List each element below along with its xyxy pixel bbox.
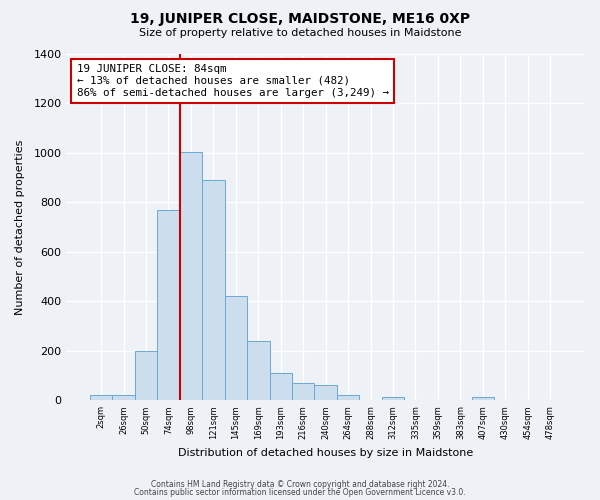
Bar xyxy=(337,396,359,400)
Bar xyxy=(180,152,202,400)
Text: 19 JUNIPER CLOSE: 84sqm
← 13% of detached houses are smaller (482)
86% of semi-d: 19 JUNIPER CLOSE: 84sqm ← 13% of detache… xyxy=(77,64,389,98)
Y-axis label: Number of detached properties: Number of detached properties xyxy=(15,140,25,315)
Text: Contains HM Land Registry data © Crown copyright and database right 2024.: Contains HM Land Registry data © Crown c… xyxy=(151,480,449,489)
Bar xyxy=(472,396,494,400)
Bar xyxy=(135,351,157,401)
Bar xyxy=(247,341,269,400)
Bar xyxy=(292,383,314,400)
Bar xyxy=(382,396,404,400)
Bar xyxy=(202,180,224,400)
Bar xyxy=(269,373,292,400)
Text: Size of property relative to detached houses in Maidstone: Size of property relative to detached ho… xyxy=(139,28,461,38)
Bar xyxy=(314,386,337,400)
Bar xyxy=(112,396,135,400)
Bar xyxy=(157,210,180,400)
Bar xyxy=(90,396,112,400)
Text: Contains public sector information licensed under the Open Government Licence v3: Contains public sector information licen… xyxy=(134,488,466,497)
Bar xyxy=(224,296,247,401)
X-axis label: Distribution of detached houses by size in Maidstone: Distribution of detached houses by size … xyxy=(178,448,473,458)
Text: 19, JUNIPER CLOSE, MAIDSTONE, ME16 0XP: 19, JUNIPER CLOSE, MAIDSTONE, ME16 0XP xyxy=(130,12,470,26)
